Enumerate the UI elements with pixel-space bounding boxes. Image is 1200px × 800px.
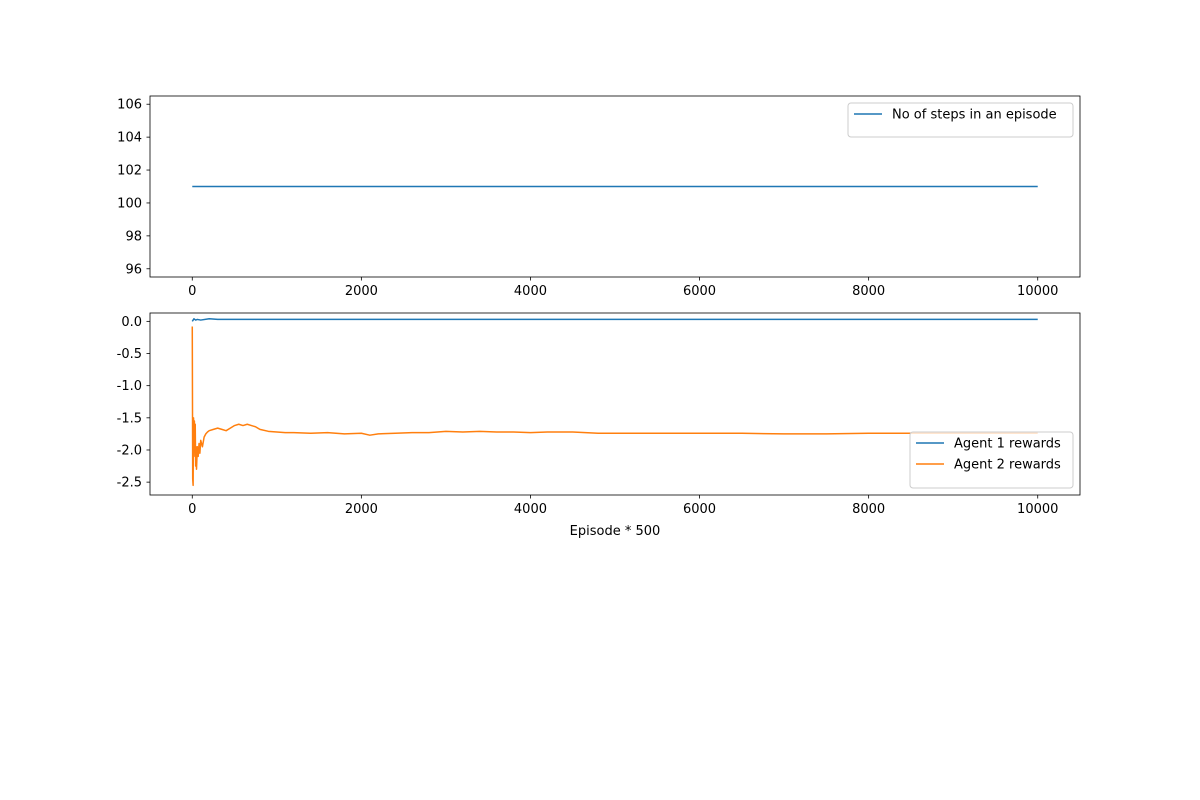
axes-frame — [149, 95, 1081, 278]
legend-label: Agent 1 rewards — [954, 437, 1061, 452]
x-tick-label: 6000 — [683, 502, 716, 517]
x-tick-label: 8000 — [852, 502, 885, 517]
y-tick-label: 104 — [117, 131, 142, 146]
x-tick-label: 4000 — [514, 284, 547, 299]
y-tick-label: -1.5 — [117, 411, 142, 426]
x-tick-label: 8000 — [852, 284, 885, 299]
y-tick-label: 106 — [117, 98, 142, 113]
x-tick-label: 0 — [188, 284, 196, 299]
x-axis-label: Episode * 500 — [570, 524, 661, 539]
legend-label: Agent 2 rewards — [954, 458, 1061, 473]
y-tick-label: -2.5 — [117, 476, 142, 491]
axes-frame — [149, 312, 1081, 496]
x-tick-label: 2000 — [345, 502, 378, 517]
y-tick-label: -0.5 — [117, 347, 142, 362]
series-line-agent-1 — [191, 318, 1038, 322]
x-tick-label: 2000 — [345, 284, 378, 299]
x-tick-label: 6000 — [683, 284, 716, 299]
y-tick-label: 0.0 — [121, 315, 142, 330]
bottom-subplot: 0 2000 4000 6000 8000 10000 0.0 -0.5 -1.0 -1.5 -2.… — [117, 312, 1081, 539]
x-tick-label: 4000 — [514, 502, 547, 517]
legend-box — [847, 102, 1074, 138]
y-tick-label: -2.0 — [117, 443, 142, 458]
legend-label: No of steps in an episode — [892, 108, 1057, 123]
y-tick-label: 100 — [117, 196, 142, 211]
y-tick-label: 98 — [125, 229, 142, 244]
series-line-agent-2 — [191, 326, 1038, 487]
y-tick-label: 102 — [117, 164, 142, 179]
x-tick-label: 10000 — [1017, 284, 1058, 299]
x-tick-label: 0 — [188, 502, 196, 517]
y-tick-label: -1.0 — [117, 379, 142, 394]
y-tick-label: 96 — [125, 262, 142, 277]
legend-box — [909, 431, 1074, 489]
x-tick-label: 10000 — [1017, 502, 1058, 517]
top-subplot: 0 2000 4000 6000 8000 10000 96 98 100 102 104 106 No… — [117, 95, 1081, 299]
